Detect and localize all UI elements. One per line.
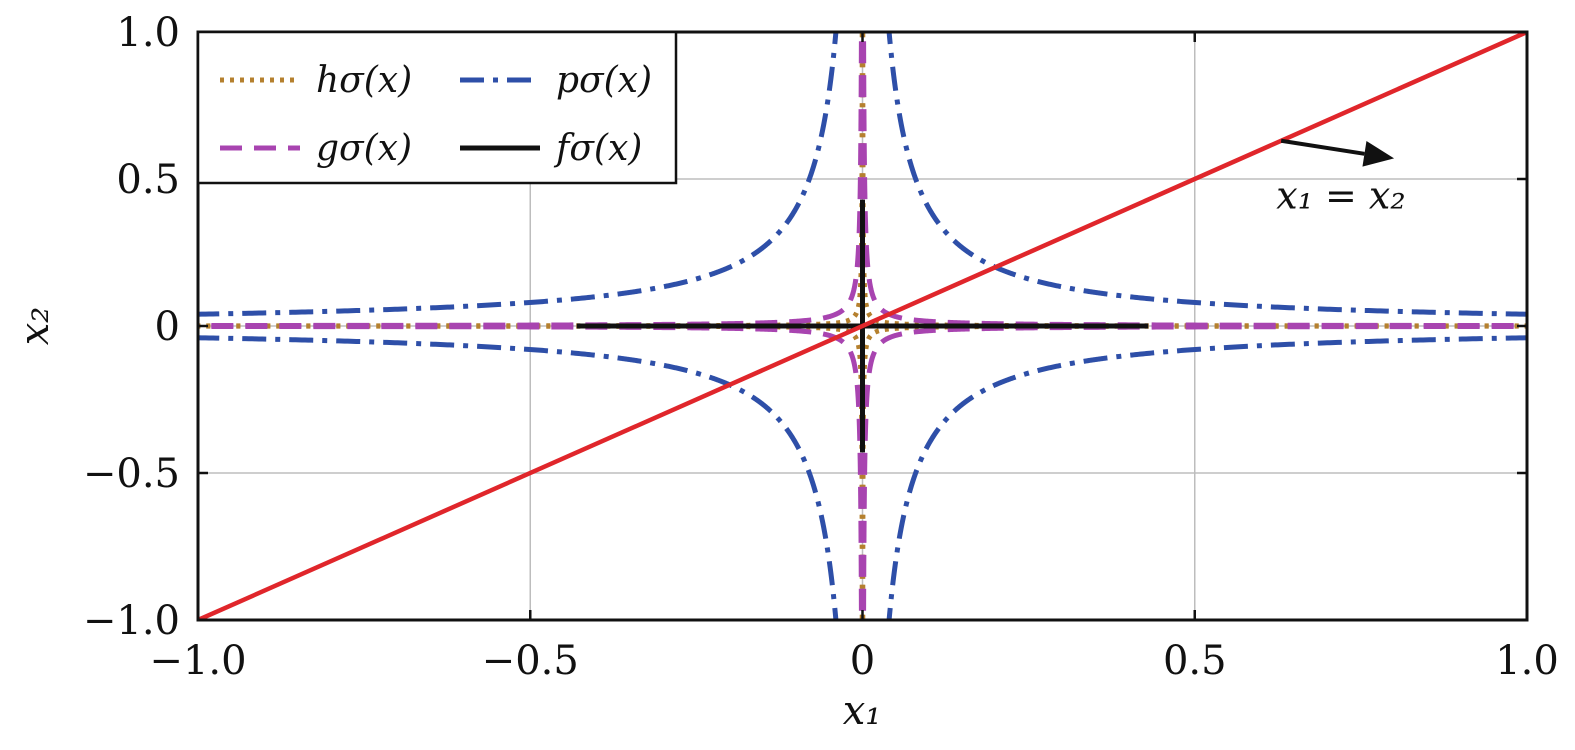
annotation-label: x₁ = x₂ bbox=[1276, 173, 1405, 217]
axis-ticks: −1.0 −0.5 0 0.5 1.0 −1.0 −0.5 0 0.5 1.0 bbox=[83, 10, 1559, 684]
series-2-branch-3 bbox=[861, 323, 1527, 620]
x-tick-label-1: −0.5 bbox=[482, 638, 579, 684]
series-1-branch-0 bbox=[886, 32, 1527, 317]
legend-label-0: hσ(x) bbox=[316, 60, 412, 101]
annotation-arrow bbox=[1280, 138, 1365, 156]
y-tick-label-2: 0 bbox=[155, 304, 180, 350]
x-tick-label-4: 1.0 bbox=[1495, 638, 1559, 684]
x-tick-label-0: −1.0 bbox=[149, 638, 246, 684]
series-1 bbox=[198, 32, 1527, 620]
series-1-branch-2 bbox=[198, 335, 839, 620]
series-1-branch-1 bbox=[198, 32, 839, 317]
plot-area bbox=[198, 32, 1527, 620]
x-axis-label: x₁ bbox=[843, 688, 882, 734]
annotation-arrow-head bbox=[1362, 140, 1395, 167]
reference-line bbox=[198, 32, 1527, 620]
plot-frame bbox=[196, 30, 1529, 622]
y-axis-label: x₂ bbox=[12, 307, 58, 346]
annotation: x₁ = x₂ bbox=[1276, 138, 1406, 217]
y-tick-label-3: 0.5 bbox=[116, 157, 180, 203]
legend: hσ(x) pσ(x) gσ(x) fσ(x) bbox=[196, 30, 678, 185]
legend-label-2: gσ(x) bbox=[316, 128, 412, 169]
legend-box bbox=[196, 30, 678, 185]
y-tick-label-4: 1.0 bbox=[116, 10, 180, 56]
y-tick-label-0: −1.0 bbox=[83, 598, 180, 644]
x-tick-label-2: 0 bbox=[850, 638, 875, 684]
legend-label-1: pσ(x) bbox=[556, 60, 652, 101]
x-tick-label-3: 0.5 bbox=[1163, 638, 1227, 684]
legend-label-3: fσ(x) bbox=[553, 128, 642, 169]
series-2-branch-1 bbox=[198, 32, 864, 329]
series-1-branch-3 bbox=[886, 335, 1527, 620]
y-tick-label-1: −0.5 bbox=[83, 451, 180, 497]
